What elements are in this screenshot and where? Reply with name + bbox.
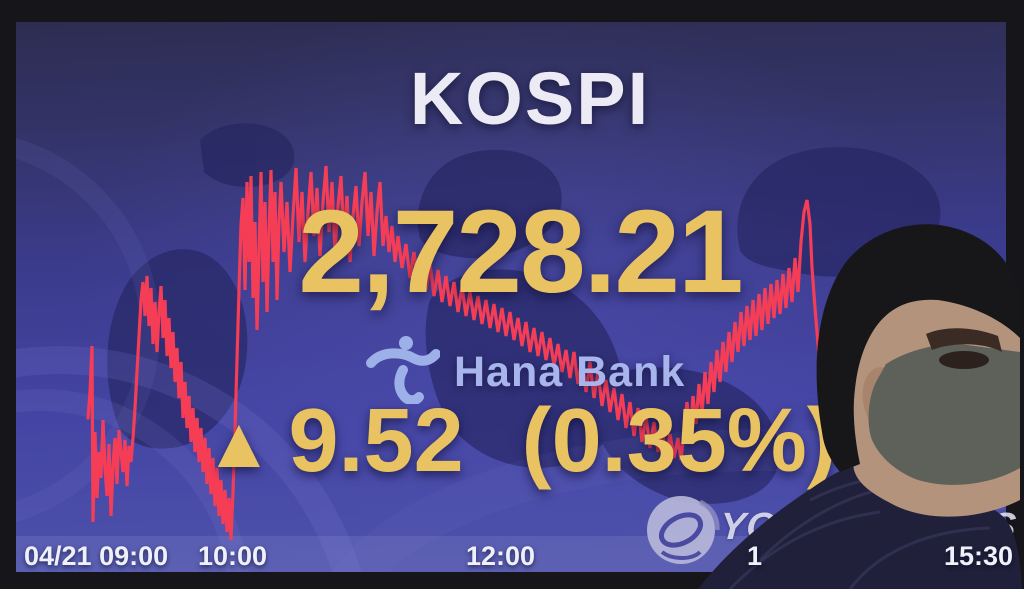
hana-bank-brand: Hana Bank <box>366 334 685 404</box>
swirl-arcs <box>16 138 1006 572</box>
index-change: ▲ 9.52 (0.35%) <box>150 390 890 493</box>
hana-bank-logo-icon <box>366 336 440 404</box>
screen-background-graphics <box>16 123 1006 572</box>
kospi-price-line <box>86 165 822 541</box>
change-percent: (0.35%) <box>521 391 837 491</box>
axis-label-1000: 10:00 <box>198 541 268 571</box>
hana-bank-logo-text: Hana Bank <box>454 348 686 396</box>
face-mask <box>868 344 1020 485</box>
board-title: KOSPI <box>409 57 651 140</box>
person-eyebrow <box>926 328 1002 352</box>
axis-label-date-0900: 04/21 09:00 <box>24 541 169 571</box>
person-eye <box>939 351 989 369</box>
axis-label-1200: 12:00 <box>466 541 536 571</box>
change-value: 9.52 <box>288 391 464 491</box>
up-triangle-icon: ▲ <box>203 403 275 483</box>
person-hair <box>816 224 1020 472</box>
axis-label-1400-partial: 1 <box>747 541 763 571</box>
axis-label-1530: 15:30 <box>944 541 1014 571</box>
index-value: 2,728.21 <box>298 186 743 318</box>
